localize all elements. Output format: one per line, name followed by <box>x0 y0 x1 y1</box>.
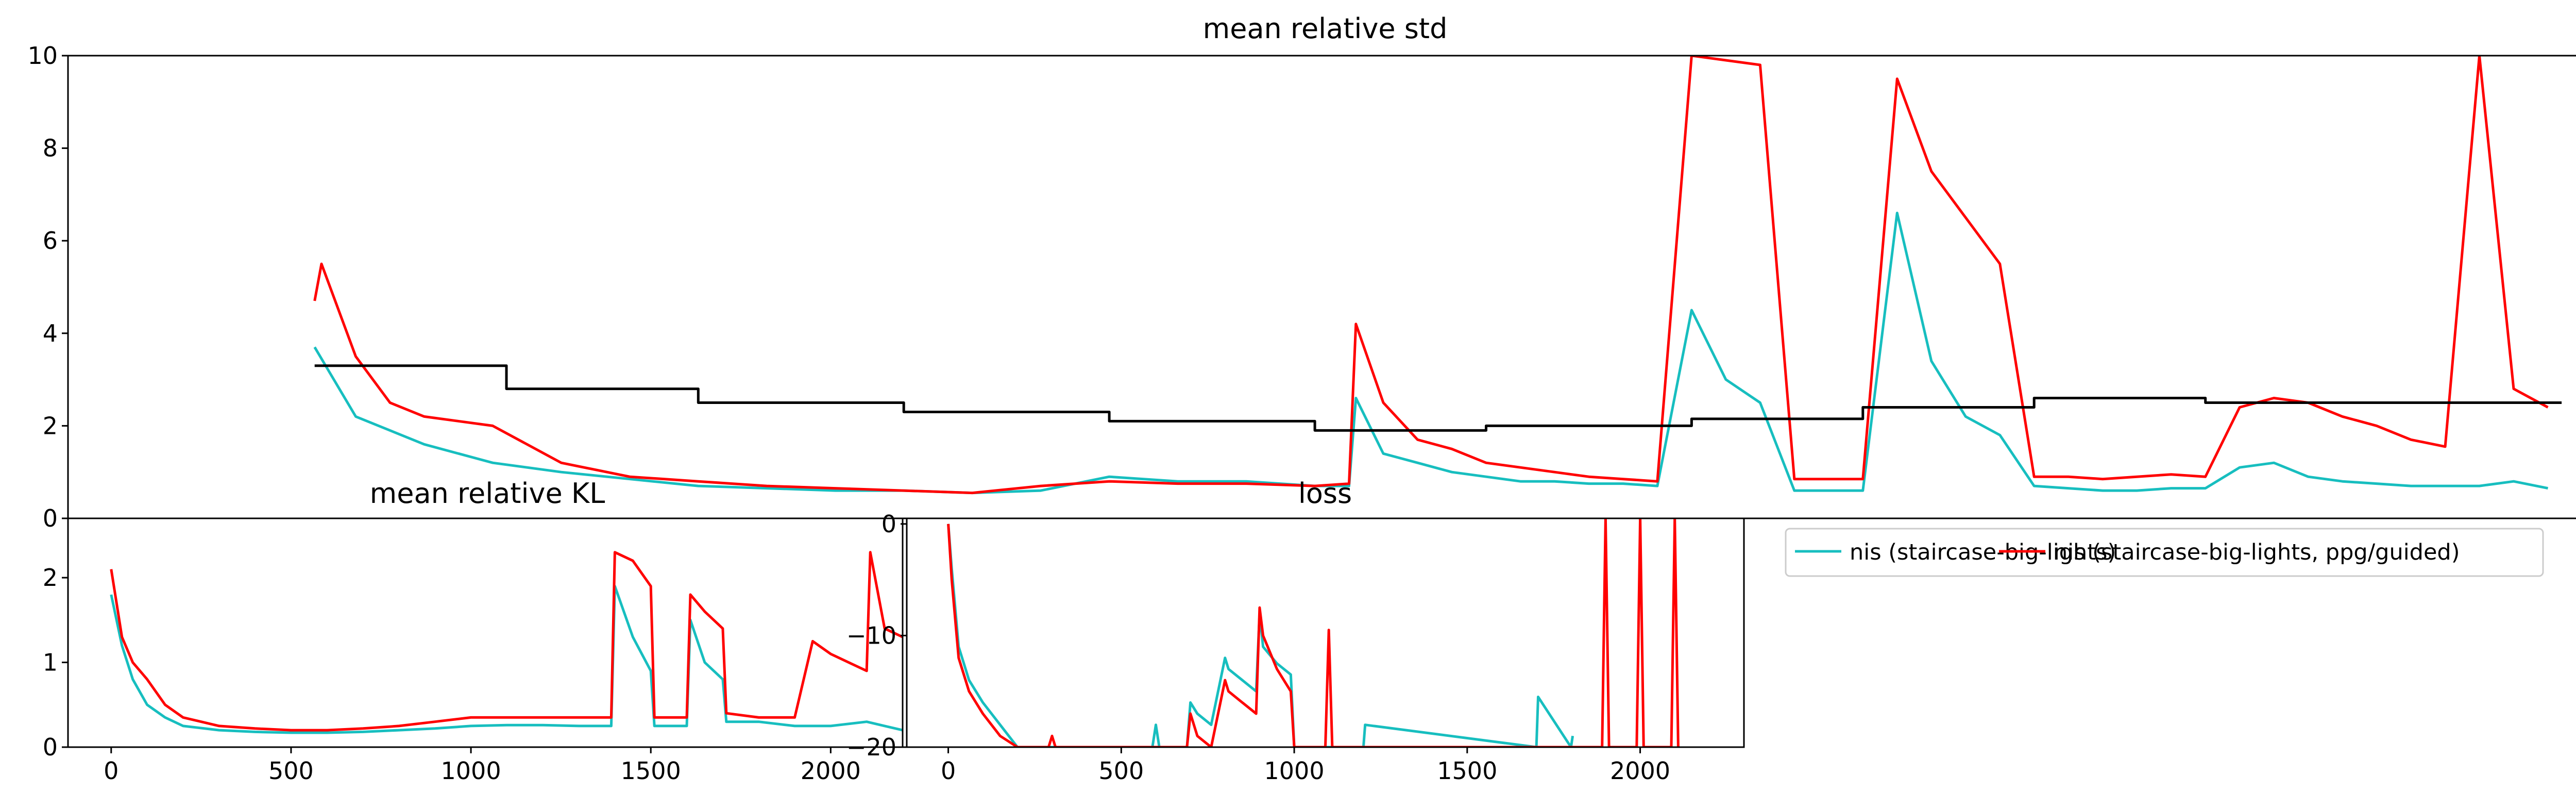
legend-entry-nis-ppg: nis (staircase-big-lights, ppg/guided) <box>1999 539 2460 565</box>
y-tick-label-std: 0 <box>43 504 58 532</box>
series-line-std-2 <box>314 364 2562 432</box>
x-tick-label-kl: 2000 <box>801 757 861 785</box>
title-loss: loss <box>1298 477 1352 510</box>
series-line-kl-0 <box>110 585 903 734</box>
y-tick-label-kl: 2 <box>43 564 58 592</box>
title-mean-relative-std: mean relative std <box>1203 12 1448 45</box>
plot-area-kl <box>110 551 903 734</box>
legend: nis (staircase-big-lights) nis (staircas… <box>1785 528 2544 577</box>
x-tick-label-kl: 1500 <box>621 757 681 785</box>
title-mean-relative-kl: mean relative KL <box>370 477 605 510</box>
legend-frame <box>1785 528 2544 577</box>
y-tick-label-loss: −20 <box>846 733 896 761</box>
x-tick-label-kl: 500 <box>268 757 314 785</box>
panel-mean-relative-kl: mean relative KL 0 1 2 0 500 1000 1500 2000 <box>43 477 904 785</box>
legend-label-nis-ppg: nis (staircase-big-lights, ppg/guided) <box>2054 539 2460 565</box>
x-axis-kl: 0 500 1000 1500 2000 <box>104 747 861 785</box>
y-tick-label-std: 10 <box>27 42 58 70</box>
series-line-kl-1 <box>110 551 903 732</box>
legend-entry-nis: nis (staircase-big-lights) <box>1795 539 2116 565</box>
x-tick-label-loss: 1500 <box>1437 757 1497 785</box>
series-line-loss-1 <box>947 518 1680 747</box>
y-tick-label-std: 2 <box>43 412 58 440</box>
y-axis-kl: 0 1 2 <box>43 564 68 761</box>
x-tick-label-kl: 0 <box>104 757 118 785</box>
y-tick-label-std: 4 <box>43 319 58 347</box>
plot-area-std <box>313 56 2562 495</box>
y-tick-label-loss: −10 <box>846 621 896 649</box>
series-line-std-0 <box>313 211 2548 495</box>
y-tick-label-loss: 0 <box>882 510 896 538</box>
plot-area-loss <box>947 518 1680 747</box>
frame-kl <box>67 517 904 748</box>
y-axis-std: 0 2 4 6 8 10 <box>27 42 68 532</box>
legend-label-nis: nis (staircase-big-lights) <box>1850 539 2116 565</box>
x-tick-label-loss: 2000 <box>1610 757 1670 785</box>
x-tick-label-kl: 1000 <box>441 757 501 785</box>
y-axis-loss: 0 −10 −20 <box>846 510 907 761</box>
series-line-loss-0 <box>947 524 1574 747</box>
y-tick-label-std: 8 <box>43 134 58 162</box>
series-line-std-1 <box>313 56 2549 495</box>
panel-loss: loss 0 −10 −20 0 500 1000 1500 2000 <box>846 477 1745 785</box>
y-tick-label-std: 6 <box>43 227 58 255</box>
x-axis-loss: 0 500 1000 1500 2000 <box>941 747 1670 785</box>
y-tick-label-kl: 1 <box>43 649 58 677</box>
x-tick-label-loss: 500 <box>1098 757 1144 785</box>
x-tick-label-loss: 1000 <box>1264 757 1325 785</box>
frame-loss <box>906 517 1745 748</box>
panel-mean-relative-std: mean relative std 0 2 4 6 8 10 <box>27 12 2576 532</box>
y-tick-label-kl: 0 <box>43 733 58 761</box>
x-tick-label-loss: 0 <box>941 757 956 785</box>
